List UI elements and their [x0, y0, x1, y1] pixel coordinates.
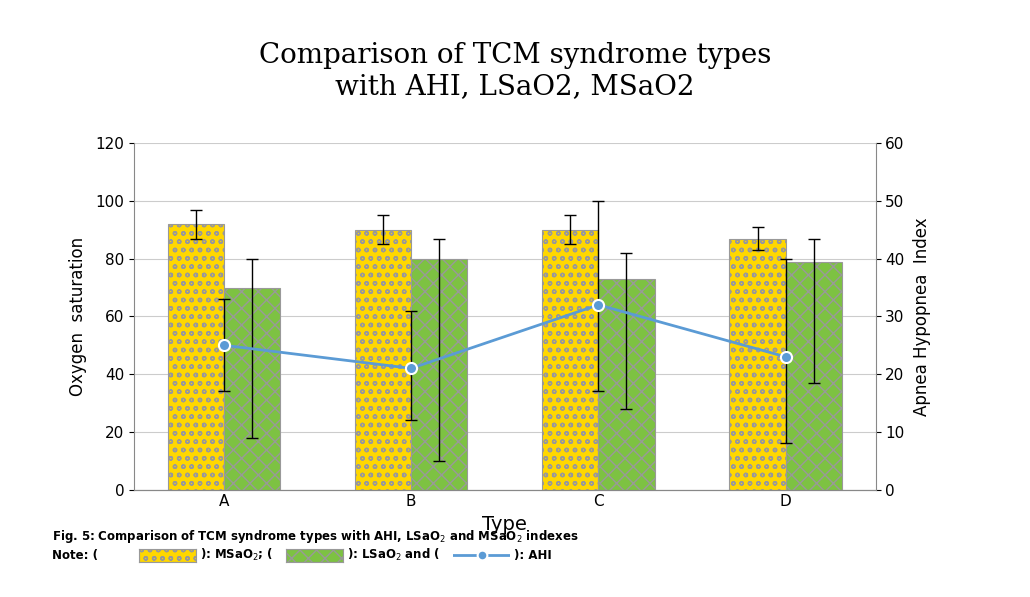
Y-axis label: Oxygen  saturation: Oxygen saturation: [69, 237, 87, 396]
Text: ): AHI: ): AHI: [514, 549, 552, 562]
Text: Comparison of TCM syndrome types
with AHI, LSaO2, MSaO2: Comparison of TCM syndrome types with AH…: [259, 42, 771, 100]
Bar: [598, 279, 654, 490]
Bar: [542, 230, 598, 490]
Text: Note: (: Note: (: [52, 549, 98, 562]
Bar: [729, 238, 786, 490]
X-axis label: Type: Type: [482, 515, 527, 534]
Text: Fig. 5: Comparison of TCM syndrome types with AHI, LSaO$_2$ and MSaO$_2$ indexes: Fig. 5: Comparison of TCM syndrome types…: [52, 528, 578, 545]
Text: ): LSaO$_2$ and (: ): LSaO$_2$ and (: [347, 547, 440, 563]
Bar: [224, 288, 280, 490]
Y-axis label: Apnea Hypopnea  Index: Apnea Hypopnea Index: [913, 217, 931, 416]
Bar: [355, 230, 411, 490]
Text: ): MSaO$_2$; (: ): MSaO$_2$; (: [200, 547, 273, 563]
Bar: [168, 224, 224, 490]
Bar: [786, 261, 842, 490]
Bar: [411, 259, 468, 490]
